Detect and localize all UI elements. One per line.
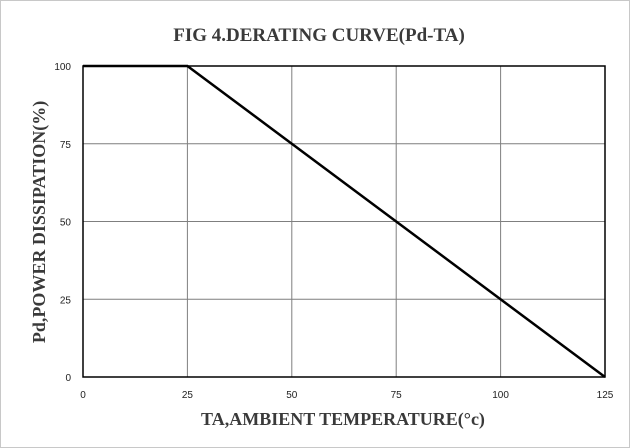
x-tick-label: 100 bbox=[492, 390, 509, 401]
x-tick-label: 125 bbox=[597, 390, 614, 401]
x-tick-label: 0 bbox=[80, 390, 86, 401]
x-tick-label: 50 bbox=[286, 390, 298, 401]
tick-labels: 0 25 50 75 100 125 0 25 50 75 100 bbox=[54, 62, 613, 401]
y-tick-label: 0 bbox=[65, 373, 71, 384]
chart-title: FIG 4.DERATING CURVE(Pd-TA) bbox=[173, 25, 465, 46]
y-axis-label: Pd,POWER DISSIPATION(%) bbox=[29, 101, 50, 343]
grid bbox=[82, 65, 606, 378]
y-tick-label: 75 bbox=[60, 140, 72, 151]
x-tick-label: 25 bbox=[182, 390, 194, 401]
y-tick-label: 25 bbox=[60, 295, 72, 306]
x-tick-label: 75 bbox=[391, 390, 403, 401]
y-tick-label: 100 bbox=[54, 62, 71, 73]
y-tick-label: 50 bbox=[60, 218, 72, 229]
x-axis-label: TA,AMBIENT TEMPERATURE(°c) bbox=[201, 409, 485, 430]
plot-border bbox=[82, 65, 606, 378]
